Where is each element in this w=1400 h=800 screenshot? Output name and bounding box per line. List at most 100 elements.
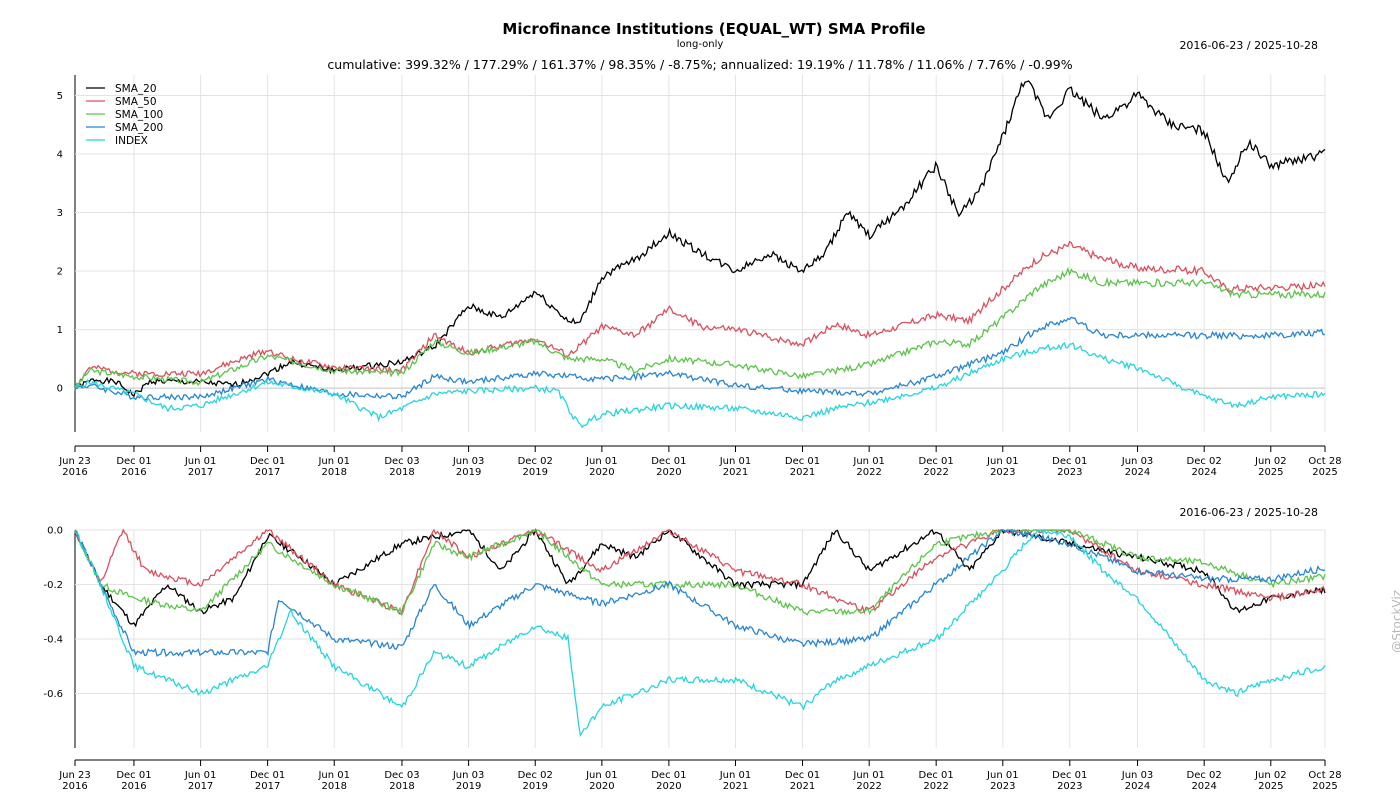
x-tick-label: Jun 01: [184, 770, 217, 781]
x-tick-label: Jun 01: [184, 456, 217, 467]
x-tick-label: 2017: [188, 781, 213, 792]
x-tick-label: Dec 02: [518, 456, 553, 467]
x-tick-label: Jun 01: [719, 456, 752, 467]
x-tick-label: Jun 03: [452, 770, 485, 781]
x-tick-label: Dec 01: [116, 770, 151, 781]
x-tick-label: Dec 01: [785, 770, 820, 781]
x-tick-label: 2021: [790, 467, 815, 478]
legend-label: INDEX: [115, 135, 148, 147]
x-tick-label: 2024: [1191, 467, 1216, 478]
x-tick-label: 2023: [1057, 467, 1082, 478]
x-tick-label: 2018: [389, 467, 414, 478]
x-tick-label: Dec 01: [785, 456, 820, 467]
x-tick-label: 2019: [456, 467, 481, 478]
series-line-sma-100: [74, 528, 1326, 617]
y-tick-label: 0: [57, 384, 63, 395]
date-range-bottom: 2016-06-23 / 2025-10-28: [1179, 506, 1318, 519]
x-tick-label: 2016: [62, 781, 87, 792]
x-tick-label: Jun 01: [852, 770, 885, 781]
x-tick-label: 2022: [856, 781, 881, 792]
x-tick-label: Dec 01: [919, 770, 954, 781]
x-tick-label: 2018: [322, 467, 347, 478]
x-tick-label: Jun 03: [452, 456, 485, 467]
y-tick-label: -0.2: [43, 580, 63, 591]
x-tick-label: 2018: [389, 781, 414, 792]
series-line-index: [74, 341, 1326, 429]
x-tick-label: Dec 01: [116, 456, 151, 467]
x-tick-label: Jun 01: [585, 770, 618, 781]
x-tick-label: 2025: [1258, 467, 1283, 478]
x-tick-label: 2025: [1312, 467, 1337, 478]
x-tick-label: 2023: [990, 781, 1015, 792]
series-line-sma-200: [74, 529, 1326, 658]
legend-label: SMA_50: [115, 96, 157, 108]
x-tick-label: Dec 01: [651, 456, 686, 467]
x-tick-label: Jun 03: [1121, 456, 1154, 467]
x-tick-label: 2020: [656, 781, 681, 792]
x-tick-label: 2019: [523, 467, 548, 478]
x-tick-label: 2020: [589, 781, 614, 792]
x-tick-label: Jun 23: [58, 456, 91, 467]
x-tick-label: 2022: [856, 467, 881, 478]
series-line-sma-20: [74, 528, 1326, 628]
y-tick-label: -0.6: [43, 689, 63, 700]
x-tick-label: 2020: [589, 467, 614, 478]
x-tick-label: 2016: [121, 781, 146, 792]
x-tick-label: Jun 01: [986, 456, 1019, 467]
x-tick-label: 2023: [1057, 781, 1082, 792]
x-tick-label: Dec 01: [651, 770, 686, 781]
x-tick-label: Jun 01: [986, 770, 1019, 781]
series-line-sma-50: [74, 240, 1326, 390]
x-tick-label: 2021: [723, 467, 748, 478]
x-tick-label: Jun 01: [719, 770, 752, 781]
series-line-sma-50: [74, 528, 1326, 616]
y-tick-label: -0.4: [43, 635, 63, 646]
x-tick-label: 2021: [723, 781, 748, 792]
x-tick-label: 2023: [990, 467, 1015, 478]
y-tick-label: 5: [57, 91, 63, 102]
legend-label: SMA_100: [115, 109, 163, 121]
y-tick-label: 4: [57, 150, 63, 161]
performance-stats: cumulative: 399.32% / 177.29% / 161.37% …: [327, 57, 1073, 72]
x-tick-label: Dec 01: [919, 456, 954, 467]
x-tick-label: Dec 03: [384, 456, 419, 467]
x-tick-label: Jun 23: [58, 770, 91, 781]
series-line-index: [74, 529, 1326, 738]
legend-label: SMA_200: [115, 122, 163, 134]
x-tick-label: Jun 01: [852, 456, 885, 467]
date-range-top: 2016-06-23 / 2025-10-28: [1179, 39, 1318, 52]
x-tick-label: 2022: [923, 467, 948, 478]
x-tick-label: Jun 01: [585, 456, 618, 467]
x-tick-label: Jun 01: [317, 770, 350, 781]
x-tick-label: Dec 02: [1187, 770, 1222, 781]
y-tick-label: 0.0: [47, 526, 63, 537]
x-tick-label: Jun 01: [317, 456, 350, 467]
x-tick-label: Dec 01: [250, 770, 285, 781]
x-tick-label: 2017: [255, 467, 280, 478]
x-tick-label: 2024: [1125, 467, 1150, 478]
x-tick-label: 2024: [1191, 781, 1216, 792]
x-tick-label: Oct 28: [1308, 456, 1341, 467]
x-tick-label: 2017: [255, 781, 280, 792]
x-tick-label: Oct 28: [1308, 770, 1341, 781]
x-tick-label: Dec 01: [1052, 456, 1087, 467]
x-tick-label: Jun 02: [1254, 770, 1287, 781]
y-tick-label: 2: [57, 267, 63, 278]
x-tick-label: 2020: [656, 467, 681, 478]
chart-title: Microfinance Institutions (EQUAL_WT) SMA…: [502, 20, 926, 38]
x-tick-label: 2018: [322, 781, 347, 792]
x-tick-label: Jun 03: [1121, 770, 1154, 781]
x-tick-label: 2016: [121, 467, 146, 478]
x-tick-label: Dec 02: [1187, 456, 1222, 467]
x-tick-label: Jun 02: [1254, 456, 1287, 467]
x-tick-label: 2021: [790, 781, 815, 792]
y-tick-label: 1: [57, 325, 63, 336]
x-tick-label: 2019: [523, 781, 548, 792]
x-tick-label: 2025: [1312, 781, 1337, 792]
series-line-sma-20: [74, 80, 1326, 398]
x-tick-label: Dec 01: [1052, 770, 1087, 781]
x-tick-label: Dec 01: [250, 456, 285, 467]
